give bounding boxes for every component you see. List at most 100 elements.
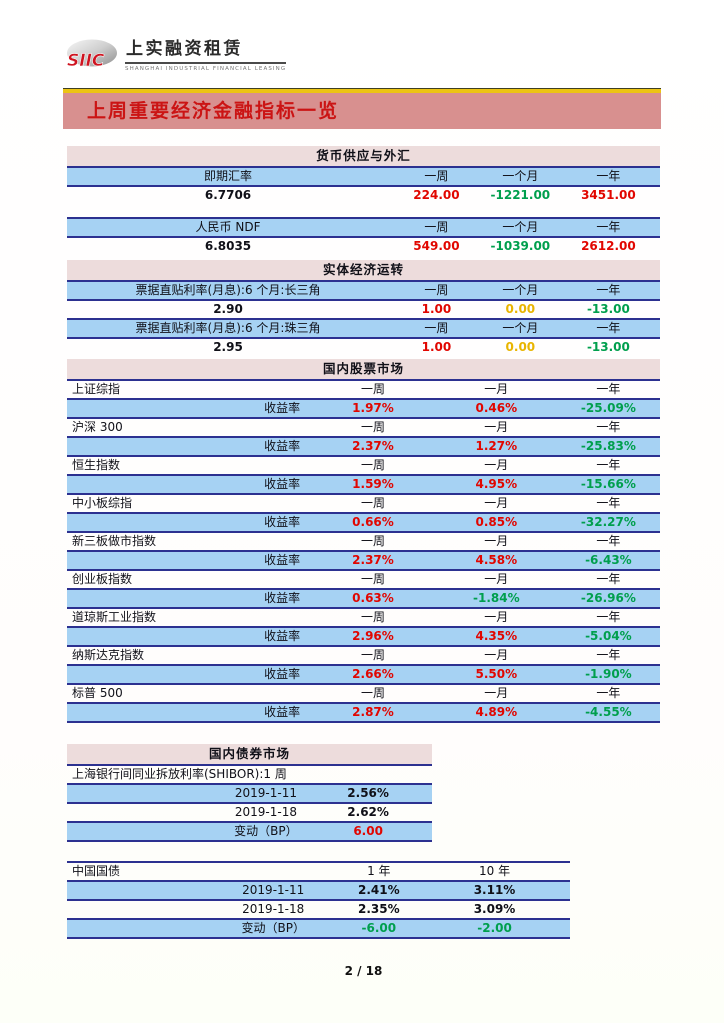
- table-cell: 10 年: [419, 861, 570, 881]
- value-cell: 2.96%: [310, 626, 436, 647]
- table-cell: 一年: [596, 495, 621, 510]
- table-cell: 收益率: [67, 588, 311, 609]
- table-cell: 一年: [596, 571, 621, 586]
- table-row: 变动（BP） 6.00: [67, 821, 432, 842]
- table-cell: 一月: [484, 495, 509, 510]
- table-cell: 2.35%: [358, 901, 400, 916]
- table-cell: 一年: [596, 533, 621, 548]
- section-title: 货币供应与外汇: [67, 146, 660, 168]
- table-row: 中国国债 1 年 10 年: [67, 861, 570, 881]
- table-row: 新三板做市指数 一周 一月 一年: [67, 532, 660, 551]
- value-cell: -1.90%: [556, 664, 660, 685]
- table-cell: 票据直贴利率(月息):6 个月:珠三角: [67, 318, 389, 339]
- stock-market-table: 国内股票市场 上证综指 一周 一月 一年 收益率 1.97% 0.46% -25.09% 沪深 3…: [67, 359, 660, 723]
- value-cell: 4.35%: [435, 626, 557, 647]
- table-cell: 一周: [360, 457, 385, 472]
- table-cell: 收益率: [67, 474, 311, 495]
- table-cell: [67, 900, 208, 919]
- table-cell: 一月: [484, 609, 509, 624]
- table-cell: 2019-1-18: [234, 804, 297, 819]
- table-cell: 2.41%: [338, 880, 420, 901]
- section-title: 国内债券市场: [67, 744, 432, 766]
- value-cell: -6.43%: [556, 550, 660, 571]
- table-cell: 人民币 NDF: [67, 217, 389, 238]
- table-row: 收益率 0.66% 0.85% -32.27%: [67, 512, 660, 533]
- page-number: 2 / 18: [344, 964, 383, 978]
- value-cell: -13.00: [586, 340, 630, 355]
- page-title: 上周重要经济金融指标一览: [87, 100, 340, 122]
- value-cell: -13.00: [586, 301, 630, 316]
- table-row: 收益率 2.66% 5.50% -1.90%: [67, 664, 660, 685]
- table-cell: 一年: [596, 647, 621, 662]
- value-cell: -15.66%: [556, 474, 660, 495]
- table-row: 货币供应与外汇: [67, 146, 660, 168]
- table-row: 上海银行间同业拆放利率(SHIBOR):1 周: [67, 765, 432, 784]
- table-cell: 一月: [484, 381, 509, 396]
- table-cell: [67, 803, 228, 822]
- table-cell: 收益率: [67, 702, 311, 723]
- table-row: 2019-1-11 2.56%: [67, 783, 432, 804]
- real-economy-table: 实体经济运转 票据直贴利率(月息):6 个月:长三角 一周 一个月 一年 2.90 1.00…: [67, 260, 660, 357]
- value-cell: -1221.00: [490, 188, 551, 203]
- value-cell: -1039.00: [490, 239, 551, 254]
- table-cell: 一周: [360, 685, 385, 700]
- table-row: 2019-1-18 2.62%: [67, 803, 432, 822]
- table-row: 收益率 2.96% 4.35% -5.04%: [67, 626, 660, 647]
- table-cell: 2019-1-11: [227, 783, 305, 804]
- table-row: 中小板综指 一周 一月 一年: [67, 494, 660, 513]
- report-body: 货币供应与外汇 即期汇率 一周 一个月 一年 6.7706 224.00 -1221.00 34…: [67, 146, 660, 979]
- value-cell: 1.59%: [310, 474, 436, 495]
- table-cell: 一周: [360, 609, 385, 624]
- money-fx-table: 货币供应与外汇 即期汇率 一周 一个月 一年 6.7706 224.00 -1221.00 34…: [67, 146, 660, 256]
- table-cell: 一周: [360, 571, 385, 586]
- table-cell: 标普 500: [72, 685, 123, 700]
- table-cell: 新三板做市指数: [72, 533, 157, 548]
- table-cell: 1 年: [338, 861, 420, 881]
- value-cell: -5.04%: [556, 626, 660, 647]
- value-cell: 3451.00: [581, 188, 636, 203]
- value-cell: -25.09%: [556, 398, 660, 419]
- table-cell: 中小板综指: [72, 495, 133, 510]
- table-cell: 一月: [484, 419, 509, 434]
- table-cell: 收益率: [67, 626, 311, 647]
- table-cell: 上证综指: [72, 381, 121, 396]
- table-cell: 一年: [556, 166, 660, 187]
- value-cell: 0.85%: [435, 512, 557, 533]
- table-row: 国内股票市场: [67, 359, 660, 381]
- table-cell: [67, 880, 208, 901]
- table-row: 收益率 2.87% 4.89% -4.55%: [67, 702, 660, 723]
- table-cell: 一周: [360, 419, 385, 434]
- table-cell: [67, 918, 208, 939]
- table-cell: 一月: [484, 571, 509, 586]
- table-cell: 一周: [360, 381, 385, 396]
- section-title: 实体经济运转: [67, 260, 660, 282]
- table-row: 2.95 1.00 0.00 -13.00: [67, 338, 660, 357]
- table-row: 2019-1-18 2.35% 3.09%: [67, 900, 570, 919]
- table-row: 变动（BP） -6.00 -2.00: [67, 918, 570, 939]
- table-row: 收益率 1.97% 0.46% -25.09%: [67, 398, 660, 419]
- value-cell: 5.50%: [435, 664, 557, 685]
- table-cell: 即期汇率: [67, 166, 389, 187]
- table-cell: 一年: [556, 318, 660, 339]
- table-cell: 收益率: [67, 664, 311, 685]
- table-row: 票据直贴利率(月息):6 个月:珠三角 一周 一个月 一年: [67, 318, 660, 339]
- bond-market-table: 国内债券市场 上海银行间同业拆放利率(SHIBOR):1 周 2019-1-11 2.…: [67, 744, 432, 842]
- page-footer: 2 / 18: [67, 960, 660, 979]
- table-row: 2019-1-11 2.41% 3.11%: [67, 880, 570, 901]
- value-cell: -2.00: [419, 918, 570, 939]
- table-row: 2.90 1.00 0.00 -13.00: [67, 300, 660, 319]
- table-cell: 一月: [484, 647, 509, 662]
- company-name-cn: 上实融资租赁: [125, 40, 287, 64]
- table-row: 恒生指数 一周 一月 一年: [67, 456, 660, 475]
- section-title: 国内股票市场: [67, 359, 660, 381]
- page-title-bar: 上周重要经济金融指标一览: [63, 93, 661, 129]
- table-row: 人民币 NDF 一周 一个月 一年: [67, 217, 660, 238]
- table-cell: 2.95: [213, 340, 243, 355]
- table-cell: 2.62%: [347, 804, 389, 819]
- table-row: 实体经济运转: [67, 260, 660, 282]
- table-row: 上证综指 一周 一月 一年: [67, 380, 660, 399]
- value-cell: 2.37%: [310, 436, 436, 457]
- table-row: 6.8035 549.00 -1039.00 2612.00: [67, 237, 660, 256]
- table-cell: [207, 861, 339, 881]
